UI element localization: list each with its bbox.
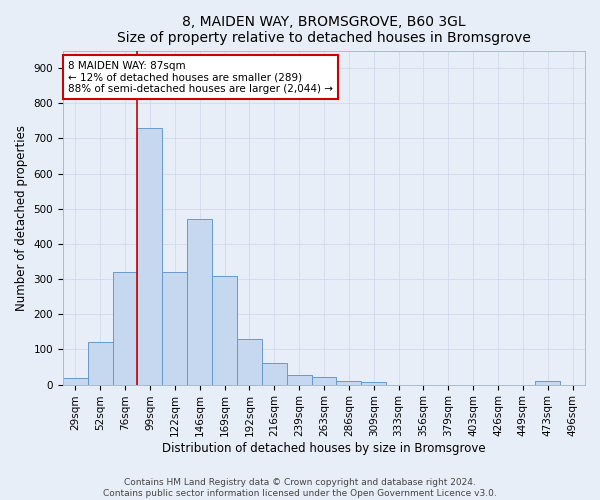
Bar xyxy=(535,381,560,384)
Y-axis label: Number of detached properties: Number of detached properties xyxy=(15,124,28,310)
Bar xyxy=(137,128,163,384)
Bar xyxy=(287,375,311,384)
Bar xyxy=(237,339,262,384)
Bar xyxy=(63,378,88,384)
Bar xyxy=(337,381,361,384)
Bar xyxy=(113,272,137,384)
Bar xyxy=(361,382,386,384)
Bar xyxy=(262,364,287,384)
Bar xyxy=(88,342,113,384)
Bar xyxy=(163,272,187,384)
Title: 8, MAIDEN WAY, BROMSGROVE, B60 3GL
Size of property relative to detached houses : 8, MAIDEN WAY, BROMSGROVE, B60 3GL Size … xyxy=(117,15,531,45)
Text: Contains HM Land Registry data © Crown copyright and database right 2024.
Contai: Contains HM Land Registry data © Crown c… xyxy=(103,478,497,498)
Bar xyxy=(212,276,237,384)
Bar xyxy=(187,220,212,384)
X-axis label: Distribution of detached houses by size in Bromsgrove: Distribution of detached houses by size … xyxy=(162,442,486,455)
Text: 8 MAIDEN WAY: 87sqm
← 12% of detached houses are smaller (289)
88% of semi-detac: 8 MAIDEN WAY: 87sqm ← 12% of detached ho… xyxy=(68,60,333,94)
Bar xyxy=(311,377,337,384)
